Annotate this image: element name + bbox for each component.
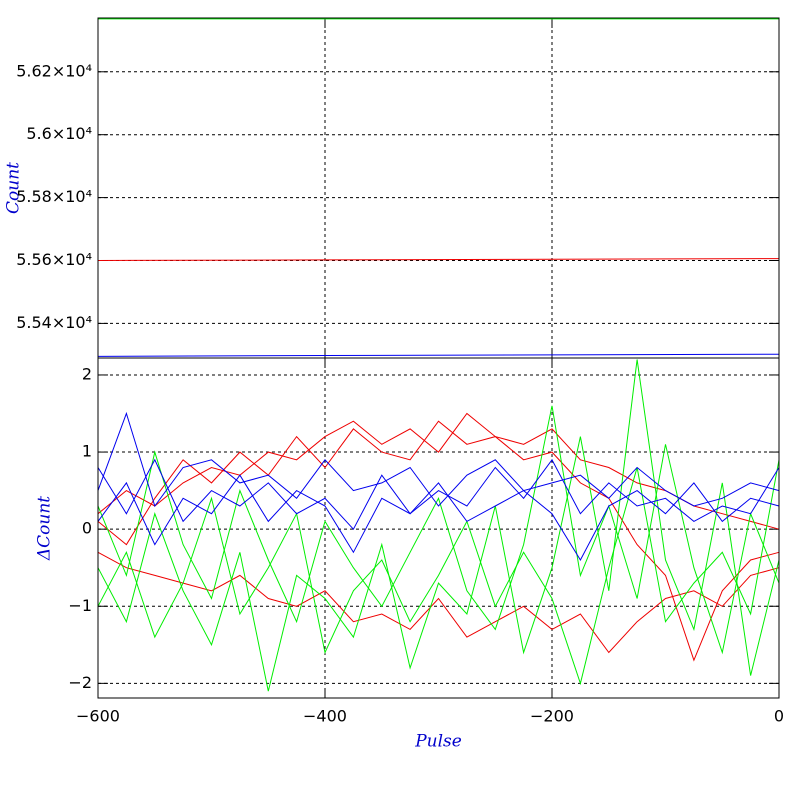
y-tick-label: 2 bbox=[82, 364, 92, 383]
data-line bbox=[97, 359, 780, 692]
data-line bbox=[97, 474, 780, 562]
data-line bbox=[97, 458, 780, 531]
y-tick-label: 5.54×10⁴ bbox=[16, 313, 92, 332]
y-tick-label: 5.56×10⁴ bbox=[16, 250, 92, 269]
y-axis-title: ΔCount bbox=[35, 496, 55, 561]
x-tick-label: 0 bbox=[774, 707, 784, 726]
y-tick-label: 1 bbox=[82, 442, 92, 461]
x-tick-label: −600 bbox=[76, 707, 120, 726]
x-axis-title: Pulse bbox=[414, 732, 462, 752]
plot-frame bbox=[97, 357, 780, 699]
data-line bbox=[97, 353, 780, 357]
data-line bbox=[97, 405, 780, 655]
data-line bbox=[97, 420, 780, 662]
y-tick-label: 5.58×10⁴ bbox=[16, 187, 92, 206]
data-line bbox=[97, 258, 780, 261]
x-tick-label: −200 bbox=[530, 707, 574, 726]
y-axis-title: Count bbox=[4, 162, 24, 214]
data-line bbox=[97, 411, 780, 508]
y-tick-label: −2 bbox=[68, 673, 92, 692]
y-tick-label: 5.62×10⁴ bbox=[16, 61, 92, 80]
data-line bbox=[97, 551, 780, 654]
y-tick-label: 5.6×10⁴ bbox=[26, 124, 92, 143]
data-line bbox=[97, 459, 780, 686]
x-tick-label: −400 bbox=[303, 707, 347, 726]
y-tick-label: −1 bbox=[68, 596, 92, 615]
y-tick-label: 0 bbox=[82, 519, 92, 538]
